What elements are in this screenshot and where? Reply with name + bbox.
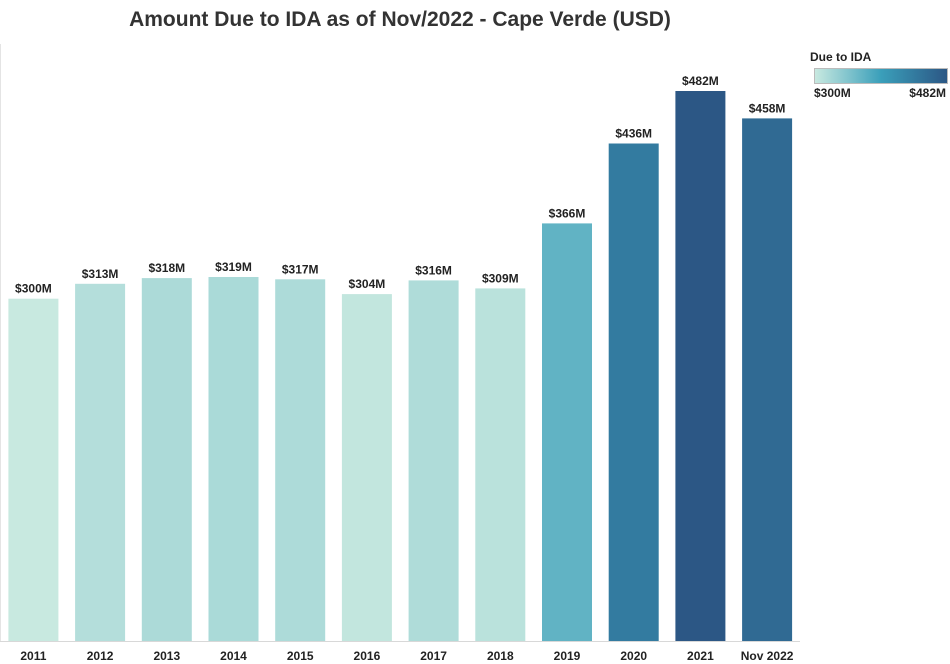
x-tick-label: 2019 <box>554 649 581 663</box>
bar[interactable] <box>742 118 793 641</box>
bar[interactable] <box>8 298 59 641</box>
bar[interactable] <box>141 278 192 641</box>
x-tick-label: 2018 <box>487 649 514 663</box>
chart-title: Amount Due to IDA as of Nov/2022 - Cape … <box>129 8 671 31</box>
x-tick-label: 2020 <box>620 649 647 663</box>
data-label: $316M <box>415 263 452 277</box>
data-label: $458M <box>749 101 786 115</box>
legend-title: Due to IDA <box>810 50 872 64</box>
data-label: $313M <box>82 267 119 281</box>
x-tick-label: 2012 <box>87 649 114 663</box>
data-label: $304M <box>349 277 386 291</box>
legend-max-label: $482M <box>909 86 946 100</box>
x-tick-label: 2011 <box>20 649 46 663</box>
bar[interactable] <box>341 294 392 641</box>
data-label: $319M <box>215 260 252 274</box>
legend-min-label: $300M <box>814 86 851 100</box>
data-label: $482M <box>682 74 719 88</box>
x-tick-label: Nov 2022 <box>741 649 794 663</box>
data-label: $436M <box>615 127 652 141</box>
bar[interactable] <box>475 288 526 641</box>
x-tick-label: 2021 <box>687 649 714 663</box>
legend-color-ramp <box>814 68 948 84</box>
bar[interactable] <box>275 279 326 641</box>
x-tick-label: 2015 <box>287 649 314 663</box>
bar[interactable] <box>608 143 659 642</box>
x-tick-label: 2014 <box>220 649 247 663</box>
bar[interactable] <box>675 91 726 641</box>
x-tick-label: 2016 <box>354 649 381 663</box>
bar[interactable] <box>75 283 126 641</box>
data-label: $300M <box>15 282 52 296</box>
bar-chart: $300M 2011 $313M 2012 $318M 2013 $319M 2014 $317… <box>0 44 800 663</box>
bar[interactable] <box>208 277 259 641</box>
data-label: $309M <box>482 271 519 285</box>
bar[interactable] <box>408 280 459 641</box>
data-label: $366M <box>549 206 586 220</box>
x-tick-label: 2017 <box>420 649 447 663</box>
x-tick-label: 2013 <box>153 649 180 663</box>
data-label: $317M <box>282 262 319 276</box>
legend-labels: $300M $482M <box>808 86 948 102</box>
bar[interactable] <box>542 223 592 641</box>
color-legend: Due to IDA $300M $482M <box>808 50 948 102</box>
data-label: $318M <box>148 261 185 275</box>
